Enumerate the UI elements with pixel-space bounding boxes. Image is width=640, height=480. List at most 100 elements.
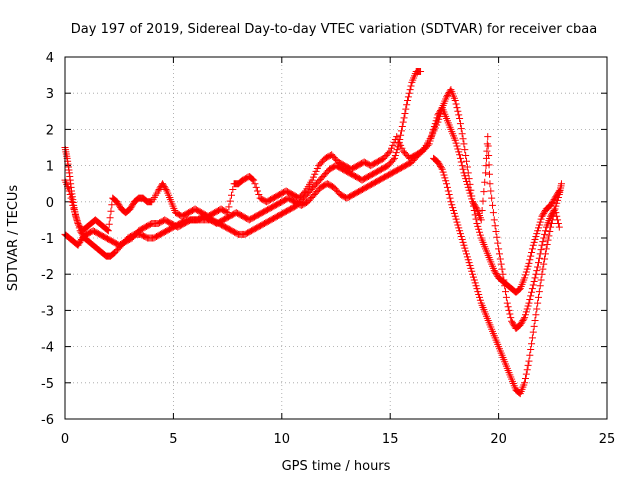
data-point [521,379,529,387]
data-point [541,255,549,263]
data-point [154,187,162,195]
data-point [528,285,536,293]
data-point [448,201,456,209]
data-point [538,270,546,278]
data-point [515,389,523,397]
data-point [463,180,471,188]
x-axis-label: GPS time / hours [282,459,391,474]
data-point [463,157,471,165]
data-point [229,185,237,193]
data-point [469,273,477,281]
data-point [76,238,84,246]
data-point [403,101,411,109]
data-point [440,171,448,179]
data-point [397,127,405,135]
data-point [526,296,534,304]
data-point [551,205,559,213]
data-point [458,235,466,243]
data-point [113,198,121,206]
data-point [501,282,509,290]
data-point [548,216,556,224]
data-point [475,290,483,298]
data-point [447,198,455,206]
data-point [522,268,530,276]
data-point [443,91,451,99]
data-point [549,212,557,220]
data-point [427,134,435,142]
data-point [400,114,408,122]
data-point [470,201,478,209]
data-point [476,231,484,239]
data-point [494,239,502,247]
data-point [459,238,467,246]
data-point [524,262,532,270]
data-point [435,159,443,167]
data-point [392,149,400,157]
data-point [532,311,540,319]
data-point [473,220,481,228]
data-point [453,104,461,112]
data-point [455,224,463,232]
data-point [401,109,409,117]
data-point [483,147,491,155]
data-point [457,233,465,241]
data-point [449,204,457,212]
data-point [532,270,540,278]
data-point [404,96,412,104]
data-point [546,227,554,235]
data-point [456,227,464,235]
data-point [474,222,482,230]
data-point [461,244,469,252]
data-point [529,241,537,249]
data-point [535,221,543,229]
data-point [539,211,547,219]
data-point [484,133,492,141]
data-point [521,271,529,279]
data-point [391,151,399,159]
data-point [406,86,414,94]
y-tick-label: 0 [46,196,54,211]
data-point [433,114,441,122]
data-point [69,201,77,209]
data-point [461,172,469,180]
data-point [455,148,463,156]
data-point [525,357,533,365]
data-point [516,321,524,329]
data-point [255,191,263,199]
data-point [538,212,546,220]
data-point [107,207,115,215]
data-point [468,195,476,203]
data-point [537,276,545,284]
data-point [554,220,562,228]
data-point [471,279,479,287]
data-point [471,202,479,210]
data-point [555,223,563,231]
data-point [504,303,512,311]
data-point [540,209,548,217]
data-point [468,267,476,275]
data-point [476,228,484,236]
data-point [530,322,538,330]
data-point [435,109,443,117]
data-point [539,265,547,273]
data-point [547,200,555,208]
data-point [463,163,471,171]
data-point [103,226,111,234]
data-point [104,227,112,235]
data-point [453,218,461,226]
data-point [109,250,117,258]
data-point [550,196,558,204]
data-point [540,234,548,242]
data-point [434,111,442,119]
data-point [222,208,230,216]
data-point [475,225,483,233]
data-point [552,202,560,210]
x-tick-label: 15 [382,432,399,447]
x-tick-label: 0 [61,432,69,447]
data-point [454,107,462,115]
data-point [224,209,232,217]
data-point [460,140,468,148]
data-point [428,131,436,139]
data-point [249,175,257,183]
data-point [391,154,399,162]
